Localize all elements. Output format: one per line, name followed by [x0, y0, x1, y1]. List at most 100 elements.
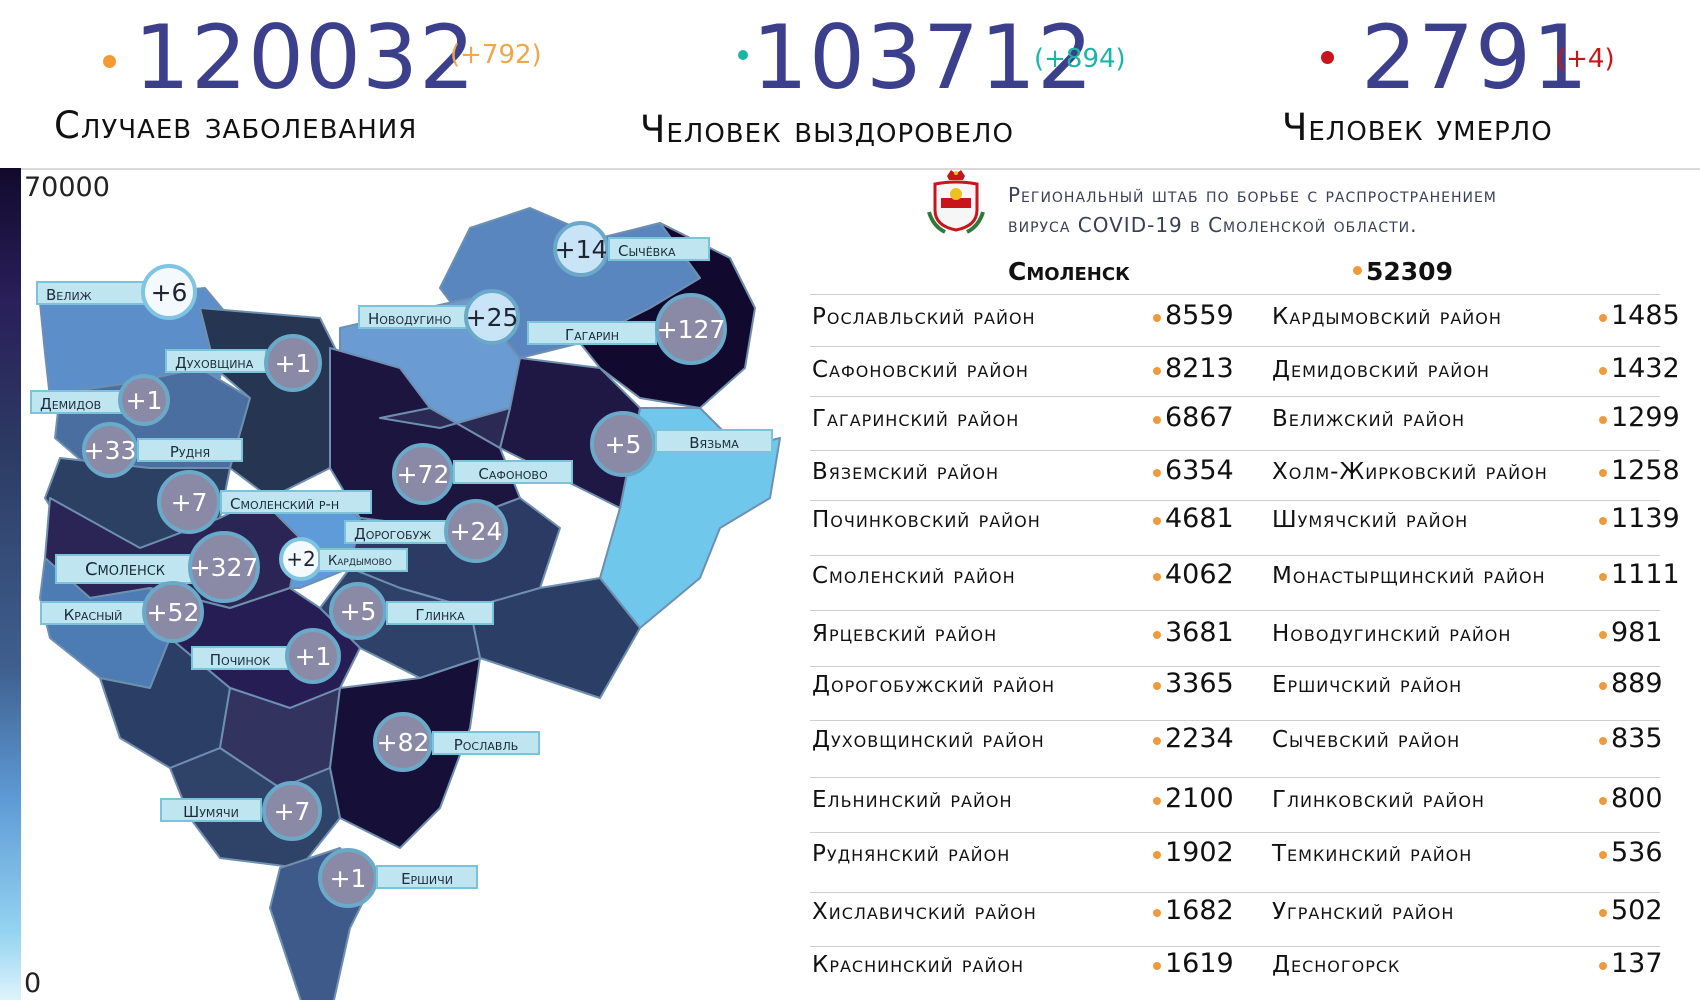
district-value-dot [1599, 631, 1607, 639]
recovered-value: 103712 [752, 6, 1094, 109]
district-name: Рославльский район [812, 304, 1036, 330]
district-value-dot [1599, 962, 1607, 970]
district-value: 1682 [1165, 895, 1234, 926]
map-bubble-dukhovshchina: +1 [264, 334, 322, 392]
district-value-dot [1599, 682, 1607, 690]
headquarters-title: Региональный штаб по борьбе с распростра… [1008, 180, 1497, 240]
district-name: Велижский район [1272, 406, 1466, 432]
map-tag-rudnya: Рудня [137, 438, 243, 462]
table-row-divider [810, 555, 1660, 556]
table-row-divider [810, 346, 1660, 347]
district-name: Холм-Жирковский район [1272, 459, 1548, 485]
district-name: Сафоновский район [812, 357, 1029, 383]
map-bubble-smolensky-rn: +7 [157, 470, 221, 534]
district-value: 137 [1611, 948, 1663, 979]
cases-caption: Случаев заболевания [54, 104, 418, 147]
district-name: Кардымовский район [1272, 304, 1502, 330]
district-value-dot [1599, 416, 1607, 424]
map-tag-vyazma: Вязьма [655, 429, 773, 453]
table-row-divider [810, 892, 1660, 893]
table-row-divider [810, 450, 1660, 451]
district-value: 3681 [1165, 617, 1234, 648]
district-value: 835 [1611, 723, 1663, 754]
district-value-dot [1599, 851, 1607, 859]
map-bubble-demidov: +1 [118, 374, 170, 426]
district-value-dot [1599, 469, 1607, 477]
district-name: Монастырщинский район [1272, 563, 1546, 589]
map-tag-sychevka: Сычёвка [608, 237, 710, 261]
district-kholm [379, 407, 511, 449]
map-tag-dukhovshchina: Духовщина [165, 349, 267, 373]
map-bubble-krasny: +52 [142, 581, 204, 643]
district-value-dot [1153, 797, 1161, 805]
district-value: 981 [1611, 617, 1663, 648]
district-name: Смоленский район [812, 563, 1016, 589]
district-name: Ершичский район [1272, 672, 1463, 698]
map-bubble-novodugino: +25 [464, 289, 520, 345]
district-name: Вяземский район [812, 459, 1000, 485]
table-row-divider [810, 832, 1660, 833]
district-value-dot [1153, 962, 1161, 970]
district-value-dot [1153, 517, 1161, 525]
district-value-dot [1599, 737, 1607, 745]
table-row-divider [810, 610, 1660, 611]
district-name: Темкинский район [1272, 841, 1473, 867]
deaths-dot [1321, 51, 1334, 64]
table-row-divider [810, 294, 1660, 295]
district-value-dot [1153, 631, 1161, 639]
map-tag-smolensk: Смоленск [55, 554, 195, 584]
district-name: Десногорск [1272, 952, 1401, 978]
map-tag-velizh: Велиж [36, 281, 146, 305]
map-tag-novodugino: Новодугино [358, 305, 470, 329]
district-name: Гагаринский район [812, 406, 1020, 432]
district-name: Духовщинский район [812, 727, 1045, 753]
district-value: 1432 [1611, 353, 1680, 384]
map-bubble-pochinok: +1 [285, 628, 341, 684]
district-name: Починковский район [812, 507, 1041, 533]
map-bubble-smolensk: +327 [188, 531, 260, 603]
coat-of-arms-icon [927, 170, 985, 234]
headquarters-line1: Региональный штаб по борьбе с распростра… [1008, 183, 1497, 207]
district-value-dot [1153, 573, 1161, 581]
district-value: 1111 [1611, 559, 1680, 590]
district-value: 8213 [1165, 353, 1234, 384]
map-tag-pochinok: Починок [191, 646, 289, 670]
district-value-dot [1599, 573, 1607, 581]
map-tag-kardymovo: Кардымово [318, 548, 408, 572]
legend-max: 70000 [24, 172, 110, 203]
district-value: 4681 [1165, 503, 1234, 534]
district-value-dot [1599, 314, 1607, 322]
district-name: Хиславичский район [812, 899, 1037, 925]
headquarters-line2: вируса COVID-19 в Смоленской области. [1008, 213, 1418, 237]
district-value-dot [1153, 737, 1161, 745]
recovered-caption: Человек выздоровело [640, 108, 1014, 151]
district-value: 536 [1611, 837, 1663, 868]
district-value-dot [1153, 682, 1161, 690]
district-value-dot [1599, 367, 1607, 375]
district-name: Угранский район [1272, 899, 1455, 925]
district-name: Руднянский район [812, 841, 1011, 867]
map-tag-roslavl: Рославль [432, 731, 540, 755]
table-row-divider [810, 720, 1660, 721]
district-value-dot [1153, 314, 1161, 322]
district-name: Демидовский район [1272, 357, 1490, 383]
district-value: 1619 [1165, 948, 1234, 979]
district-name: Глинковский район [1272, 787, 1485, 813]
district-value: 2234 [1165, 723, 1234, 754]
map-bubble-rudnya: +33 [82, 422, 138, 478]
cases-delta: (+792) [450, 40, 542, 70]
table-row-divider [810, 396, 1660, 397]
map-bubble-dorogobuzh: +24 [444, 499, 508, 563]
table-row-divider [810, 946, 1660, 947]
map-bubble-shumyachi: +7 [262, 781, 322, 841]
legend-scale [0, 168, 21, 1000]
deaths-value: 2791 [1361, 6, 1589, 109]
district-value: 800 [1611, 783, 1663, 814]
map-bubble-gagarin: +127 [655, 293, 727, 365]
recovered-delta: (+894) [1034, 44, 1126, 74]
map-tag-smolensky-rn: Смоленский р-н [220, 490, 372, 514]
district-value-dot [1153, 416, 1161, 424]
district-value: 6354 [1165, 455, 1234, 486]
recovered-dot [738, 50, 748, 60]
city-name: Смоленск [1008, 257, 1130, 286]
